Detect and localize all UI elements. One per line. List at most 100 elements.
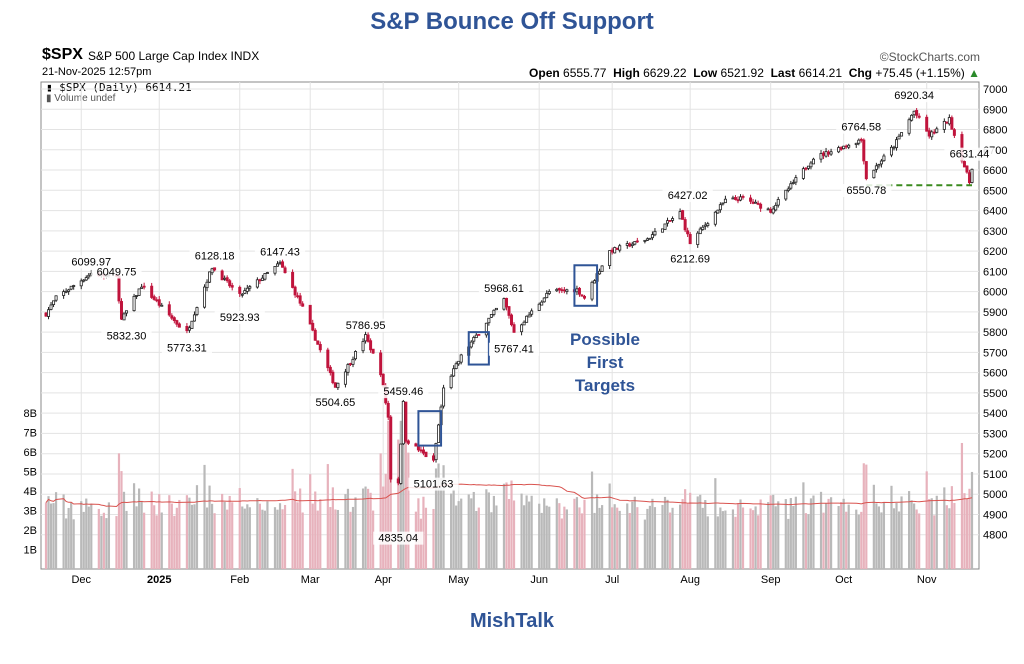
volume-bar xyxy=(948,508,951,569)
candle-body xyxy=(248,286,252,289)
candle-body xyxy=(44,312,48,317)
volume-bar xyxy=(70,502,73,569)
candle-body xyxy=(437,424,441,443)
candle-body xyxy=(537,303,541,311)
volume-bar xyxy=(686,503,689,569)
candle-body xyxy=(625,243,629,246)
volume-bar xyxy=(379,453,382,569)
candle-body xyxy=(510,314,514,326)
candle-body xyxy=(67,289,71,292)
candle-body xyxy=(459,354,463,363)
candle-body xyxy=(945,121,949,124)
volume-bar xyxy=(399,420,402,569)
volume-bar xyxy=(115,516,118,569)
candle-body xyxy=(64,290,68,293)
candle-body xyxy=(348,363,352,365)
volume-bar xyxy=(366,488,370,569)
volume-tick-label: 3B xyxy=(24,506,37,518)
volume-bar xyxy=(44,502,48,569)
candle-body xyxy=(608,250,612,267)
candle-body xyxy=(296,295,300,298)
volume-bar xyxy=(485,489,488,569)
volume-bar xyxy=(404,420,407,569)
volume-bar xyxy=(555,498,558,569)
candle-body xyxy=(628,243,632,247)
candle-body xyxy=(522,321,526,326)
volume-bar xyxy=(684,489,687,569)
candle-body xyxy=(565,289,569,292)
price-label: 5773.31 xyxy=(167,343,207,355)
price-label: 6147.43 xyxy=(260,247,300,259)
footer-source: MishTalk xyxy=(469,610,555,632)
candle-body xyxy=(260,277,264,281)
candle-body xyxy=(210,268,214,274)
volume-bar xyxy=(895,502,898,569)
candle-body xyxy=(618,245,622,251)
candle-body xyxy=(774,204,778,211)
candle-body xyxy=(135,295,139,297)
volume-bar xyxy=(138,488,141,569)
candle-body xyxy=(155,299,159,302)
candle-body xyxy=(255,279,259,288)
candle-body xyxy=(801,168,805,179)
candle-body xyxy=(213,267,217,271)
candle-body xyxy=(771,208,775,214)
volume-bar xyxy=(299,488,302,569)
volume-bar xyxy=(739,499,742,569)
volume-bar xyxy=(135,506,138,569)
x-tick-label: Dec xyxy=(71,574,91,586)
volume-bar xyxy=(900,496,903,569)
volume-bar xyxy=(573,498,576,569)
volume-tick-label: 6B xyxy=(24,447,37,459)
y-tick-label: 5100 xyxy=(983,469,1007,481)
candle-body xyxy=(416,446,420,451)
candle-body xyxy=(759,203,763,209)
candle-body xyxy=(313,329,317,341)
volume-bar xyxy=(52,503,55,569)
candle-body xyxy=(84,277,88,281)
y-tick-label: 6200 xyxy=(983,246,1007,258)
price-label-bg xyxy=(836,120,887,134)
candle-body xyxy=(333,382,337,388)
volume-bar xyxy=(953,502,956,569)
volume-bar xyxy=(643,519,646,569)
volume-bar xyxy=(767,502,770,569)
candle-body xyxy=(263,273,267,280)
volume-bar xyxy=(741,507,745,569)
candle-body xyxy=(484,322,488,336)
candle-body xyxy=(701,226,705,230)
candle-body xyxy=(633,241,637,245)
y-tick-label: 5200 xyxy=(983,449,1007,461)
candle-body xyxy=(177,323,181,328)
candle-body xyxy=(703,224,707,227)
candle-body xyxy=(187,327,191,331)
volume-bar xyxy=(314,491,317,569)
volume-bar xyxy=(336,509,339,569)
volume-bar xyxy=(344,494,347,569)
candle-body xyxy=(786,188,790,191)
candle-body xyxy=(454,363,458,369)
volume-bar xyxy=(943,487,946,569)
volume-bar xyxy=(47,496,50,569)
volume-bar xyxy=(90,503,93,569)
target-box xyxy=(573,264,599,307)
candle-body xyxy=(343,371,347,385)
volume-bar xyxy=(701,507,704,569)
volume-bar xyxy=(238,488,241,569)
candle-body xyxy=(283,267,287,274)
volume-bar xyxy=(960,442,964,569)
candle-body xyxy=(346,364,350,373)
volume-bar xyxy=(349,511,352,569)
price-label: 5767.41 xyxy=(494,344,534,356)
volume-bar xyxy=(837,506,840,569)
volume-bar xyxy=(153,505,156,569)
volume-bar xyxy=(87,506,90,569)
candle-body xyxy=(721,202,725,205)
volume-bar xyxy=(721,511,724,569)
volume-bar xyxy=(72,519,75,569)
volume-bar xyxy=(840,502,843,569)
price-label-bg xyxy=(91,265,142,279)
volume-moving-average xyxy=(45,483,973,508)
candle-body xyxy=(822,152,826,156)
volume-bar xyxy=(80,501,83,569)
